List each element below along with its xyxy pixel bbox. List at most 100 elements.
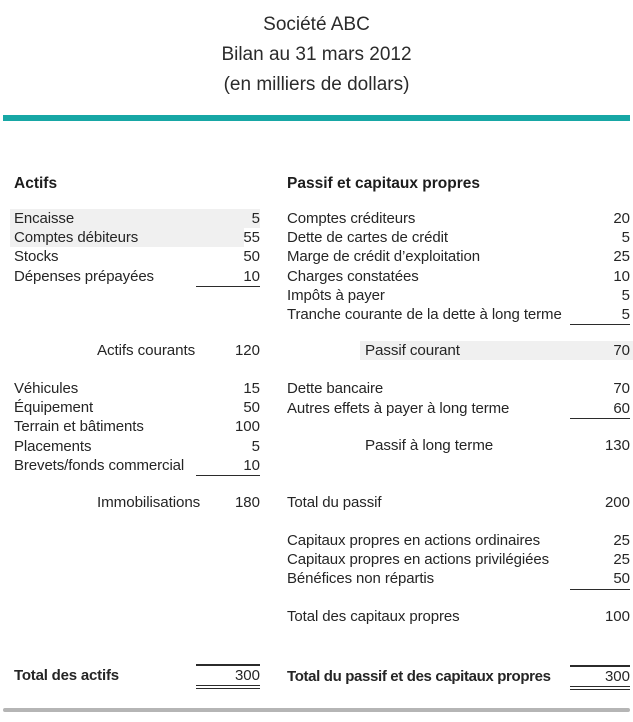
row-total-du-passif: Total du passif 200 (287, 493, 630, 512)
document-header: Société ABC Bilan au 31 mars 2012 (en mi… (0, 10, 633, 100)
row-actions-ordinaires: Capitaux propres en actions ordinaires 2… (287, 531, 630, 550)
row-label: Charges constatées (287, 267, 419, 285)
spacer (287, 455, 630, 493)
spacer (287, 589, 630, 607)
row-equipement: Équipement 50 (14, 398, 260, 417)
row-value: 25 (613, 248, 630, 266)
row-value: 300 (570, 664, 630, 691)
row-value: 50 (243, 248, 260, 266)
row-value: 70 (613, 380, 630, 398)
row-value: 5 (621, 286, 630, 304)
company-name: Société ABC (263, 14, 370, 35)
row-label: Passif courant (365, 342, 460, 360)
row-label: Bénéfices non répartis (287, 570, 435, 588)
row-terrain-et-batiments: Terrain et bâtiments 100 (14, 417, 260, 436)
row-value: 5 (251, 437, 260, 455)
liabilities-column: Comptes créditeurs 20 Dette de cartes de… (287, 209, 633, 691)
total-passif-et-capitaux-propres: Total du passif et des capitaux propres … (287, 664, 630, 691)
row-label: Capitaux propres en actions privilégiées (287, 551, 549, 569)
row-dette-cartes-credit: Dette de cartes de crédit 5 (287, 228, 630, 247)
row-placements: Placements 5 (14, 437, 260, 456)
row-value: 120 (234, 341, 260, 359)
row-label: Total du passif (287, 493, 382, 511)
row-value: 130 (604, 436, 630, 454)
row-label: Total des actifs (14, 667, 119, 685)
row-label: Impôts à payer (287, 286, 385, 304)
subtotal-passif-courant: Passif courant 70 (287, 341, 633, 361)
spacer (287, 626, 630, 665)
row-vehicules: Véhicules 15 (14, 379, 260, 398)
row-stocks: Stocks 50 (14, 247, 260, 266)
row-label: Dette bancaire (287, 380, 384, 398)
spacer (14, 512, 260, 664)
liabilities-column-heading: Passif et capitaux propres (287, 175, 480, 192)
row-value: 10 (196, 267, 260, 287)
row-value: 25 (613, 551, 630, 569)
row-marge-credit-exploitation: Marge de crédit d’exploitation 25 (287, 247, 630, 266)
row-value: 5 (621, 229, 630, 247)
spacer (287, 324, 630, 341)
subtotal-immobilisations: Immobilisations 180 (14, 493, 260, 512)
row-label: Immobilisations (97, 493, 201, 511)
row-autres-effets-long-terme: Autres effets à payer à long terme 60 (287, 399, 630, 419)
row-label: Capitaux propres en actions ordinaires (287, 532, 541, 550)
assets-column: Encaisse 5 Comptes débiteurs 55 Stocks 5… (10, 209, 260, 690)
row-value: 55 (243, 229, 260, 247)
row-value: 15 (243, 379, 260, 397)
footer-divider-rule (3, 708, 630, 712)
spacer (287, 512, 630, 531)
row-value: 50 (243, 399, 260, 417)
subtotal-passif-long-terme: Passif à long terme 130 (287, 436, 630, 455)
subtotal-actifs-courants: Actifs courants 120 (14, 341, 260, 360)
row-value: 50 (570, 569, 630, 590)
row-label: Total des capitaux propres (287, 607, 460, 625)
statement-subtitle: (en milliers de dollars) (223, 74, 410, 95)
row-label: Stocks (14, 248, 59, 266)
row-value: 70 (613, 342, 630, 360)
row-depenses-prepayees: Dépenses prépayées 10 (14, 267, 260, 287)
row-comptes-crediteurs: Comptes créditeurs 20 (287, 209, 630, 228)
row-label: Véhicules (14, 379, 79, 397)
row-impots-a-payer: Impôts à payer 5 (287, 286, 630, 305)
row-actions-privilegiees: Capitaux propres en actions privilégiées… (287, 550, 630, 569)
total-des-actifs: Total des actifs 300 (14, 664, 260, 690)
row-label: Passif à long terme (365, 436, 494, 454)
row-value: 25 (613, 532, 630, 550)
row-tranche-courante-dette: Tranche courante de la dette à long term… (287, 305, 630, 326)
row-benefices-non-repartis: Bénéfices non répartis 50 (287, 569, 630, 590)
row-value: 10 (196, 456, 260, 476)
assets-column-heading: Actifs (14, 175, 58, 192)
row-value: 100 (234, 418, 260, 436)
row-value: 100 (604, 607, 630, 625)
row-label: Tranche courante de la dette à long term… (287, 305, 562, 323)
spacer (14, 475, 260, 493)
row-label: Comptes créditeurs (287, 210, 416, 227)
row-label: Comptes débiteurs (14, 229, 139, 247)
header-divider-rule (3, 115, 630, 121)
row-label: Dépenses prépayées (14, 267, 154, 285)
row-comptes-debiteurs: Comptes débiteurs 55 (10, 228, 260, 248)
row-label: Équipement (14, 399, 94, 417)
row-dette-bancaire: Dette bancaire 70 (287, 379, 630, 398)
spacer (14, 360, 260, 379)
row-value: 10 (613, 267, 630, 285)
row-total-capitaux-propres: Total des capitaux propres 100 (287, 607, 630, 626)
spacer (14, 286, 260, 341)
row-encaisse: Encaisse 5 (10, 209, 260, 229)
spacer (287, 418, 630, 436)
row-value: 180 (234, 493, 260, 511)
row-label: Encaisse (14, 210, 75, 227)
row-value: 5 (570, 305, 630, 326)
row-label: Dette de cartes de crédit (287, 229, 448, 247)
row-label: Terrain et bâtiments (14, 418, 144, 436)
row-label: Brevets/fonds commercial (14, 456, 185, 474)
statement-title: Bilan au 31 mars 2012 (221, 44, 412, 65)
spacer (287, 360, 630, 379)
row-label: Autres effets à payer à long terme (287, 399, 510, 417)
row-value: 200 (604, 493, 630, 511)
row-label: Marge de crédit d’exploitation (287, 248, 480, 266)
row-charges-constatees: Charges constatées 10 (287, 267, 630, 286)
row-value: 300 (196, 664, 260, 690)
row-label: Actifs courants (97, 341, 196, 359)
row-value: 5 (251, 210, 260, 227)
